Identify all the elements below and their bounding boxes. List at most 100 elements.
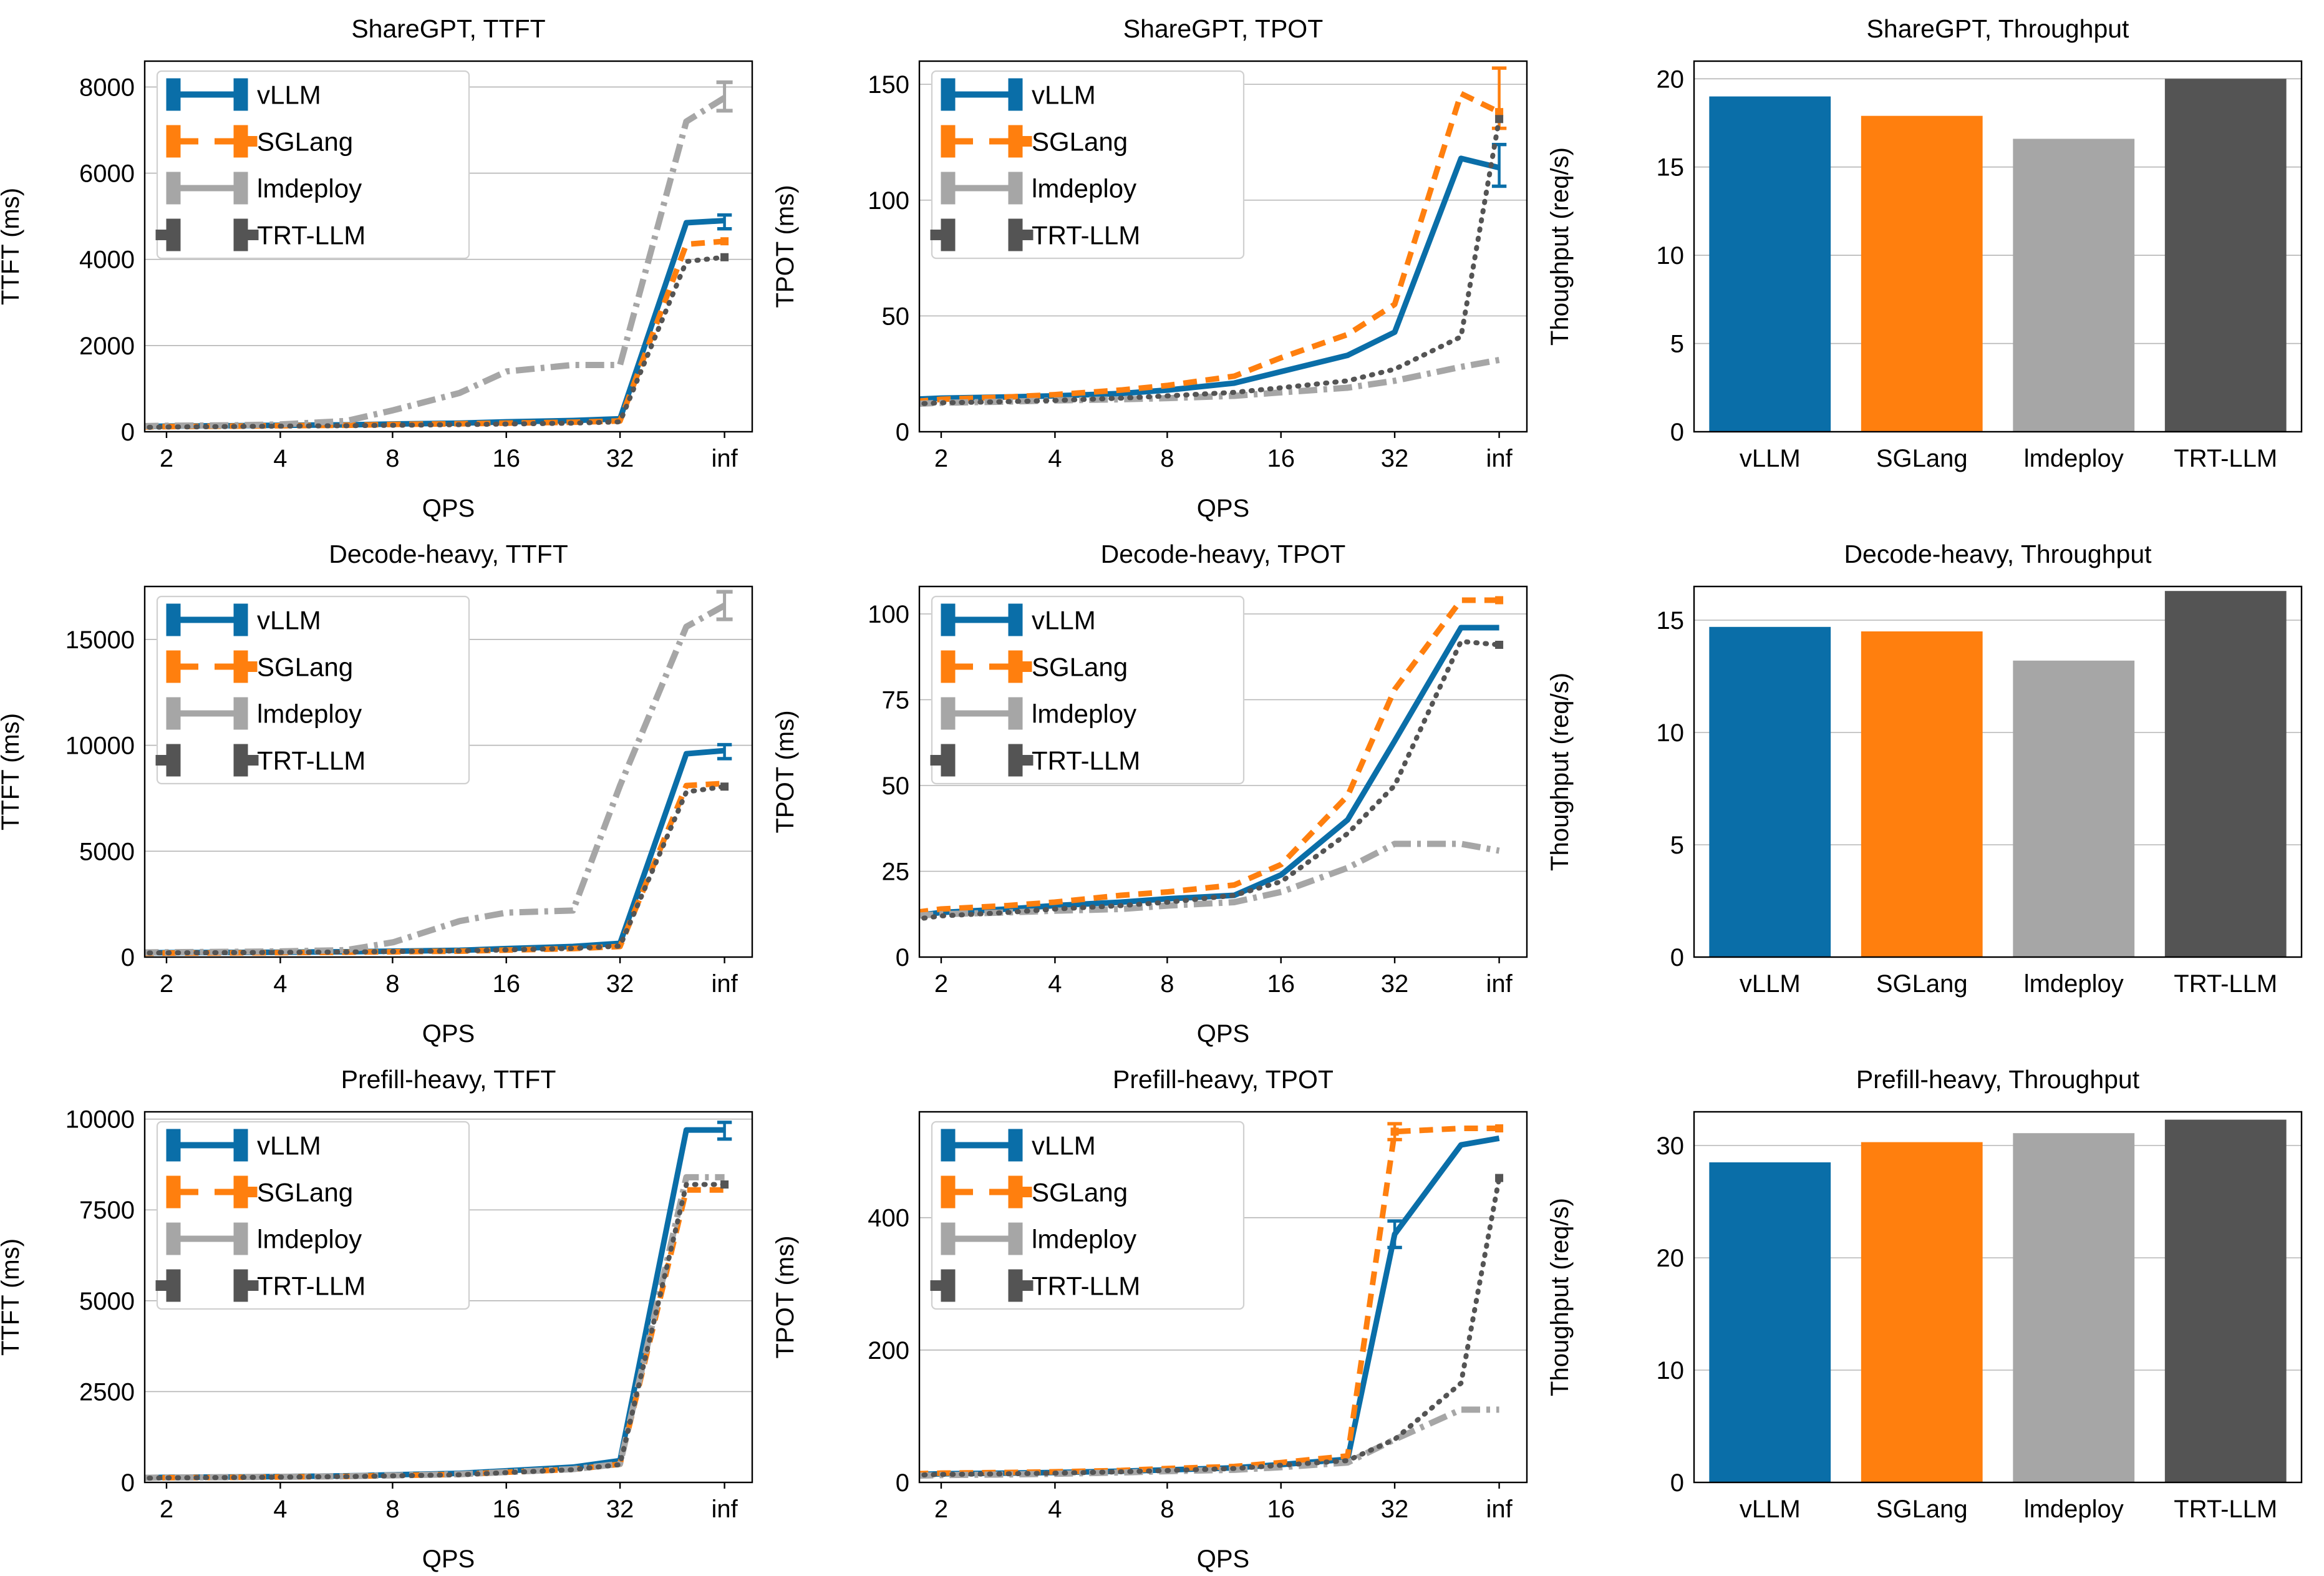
svg-text:4: 4 xyxy=(1048,970,1062,998)
svg-text:8: 8 xyxy=(385,445,399,472)
svg-text:75: 75 xyxy=(882,687,910,714)
svg-text:0: 0 xyxy=(1670,1469,1684,1497)
svg-text:SGLang: SGLang xyxy=(257,653,353,682)
svg-text:vLLM: vLLM xyxy=(1740,1496,1801,1523)
svg-text:TRT-LLM: TRT-LLM xyxy=(2174,1496,2277,1523)
svg-text:QPS: QPS xyxy=(422,495,475,522)
svg-text:15: 15 xyxy=(1657,154,1685,182)
svg-text:4: 4 xyxy=(273,1496,287,1523)
svg-text:0: 0 xyxy=(896,1469,909,1497)
svg-text:2000: 2000 xyxy=(79,333,135,360)
svg-text:2: 2 xyxy=(934,970,948,998)
svg-text:10: 10 xyxy=(1657,719,1685,747)
svg-text:Decode-heavy, TTFT: Decode-heavy, TTFT xyxy=(329,540,568,568)
svg-text:16: 16 xyxy=(492,970,520,998)
svg-text:TRT-LLM: TRT-LLM xyxy=(2174,970,2277,998)
svg-text:QPS: QPS xyxy=(422,1545,475,1573)
svg-text:SGLang: SGLang xyxy=(257,127,353,157)
svg-text:32: 32 xyxy=(606,1496,634,1523)
svg-text:TTFT (ms): TTFT (ms) xyxy=(0,188,24,305)
svg-text:200: 200 xyxy=(868,1337,909,1364)
svg-text:10000: 10000 xyxy=(65,732,135,760)
svg-text:inf: inf xyxy=(711,1496,738,1523)
svg-text:lmdeploy: lmdeploy xyxy=(257,174,362,203)
svg-text:8: 8 xyxy=(1160,970,1174,998)
svg-text:8000: 8000 xyxy=(79,74,135,101)
svg-text:TPOT (ms): TPOT (ms) xyxy=(775,185,799,308)
svg-text:ShareGPT, TPOT: ShareGPT, TPOT xyxy=(1123,14,1324,43)
svg-text:inf: inf xyxy=(1486,445,1513,472)
svg-text:vLLM: vLLM xyxy=(1032,606,1096,635)
svg-text:lmdeploy: lmdeploy xyxy=(2024,445,2124,472)
svg-text:8: 8 xyxy=(1160,1496,1174,1523)
svg-text:Prefill-heavy, TTFT: Prefill-heavy, TTFT xyxy=(341,1065,556,1094)
svg-text:2: 2 xyxy=(160,445,173,472)
svg-text:20: 20 xyxy=(1657,66,1685,93)
svg-text:SGLang: SGLang xyxy=(1032,1178,1128,1207)
svg-text:vLLM: vLLM xyxy=(1032,1131,1096,1160)
svg-text:Thoughput (req/s): Thoughput (req/s) xyxy=(1549,1198,1574,1396)
svg-text:16: 16 xyxy=(492,445,520,472)
svg-text:TPOT (ms): TPOT (ms) xyxy=(775,710,799,833)
svg-text:TRT-LLM: TRT-LLM xyxy=(1032,1272,1140,1301)
svg-text:32: 32 xyxy=(1381,1496,1409,1523)
svg-text:50: 50 xyxy=(882,303,910,330)
svg-text:0: 0 xyxy=(121,1469,135,1497)
svg-text:SGLang: SGLang xyxy=(1032,127,1128,157)
svg-text:50: 50 xyxy=(882,772,910,800)
svg-text:vLLM: vLLM xyxy=(257,1131,321,1160)
svg-text:lmdeploy: lmdeploy xyxy=(1032,1225,1136,1254)
svg-text:ShareGPT, TTFT: ShareGPT, TTFT xyxy=(351,14,545,43)
svg-text:400: 400 xyxy=(868,1205,909,1232)
svg-text:4: 4 xyxy=(1048,1496,1062,1523)
svg-text:100: 100 xyxy=(868,601,909,628)
svg-text:Decode-heavy, Throughput: Decode-heavy, Throughput xyxy=(1844,540,2152,568)
svg-text:TTFT (ms): TTFT (ms) xyxy=(0,713,24,830)
svg-text:8: 8 xyxy=(1160,445,1174,472)
svg-text:16: 16 xyxy=(1267,1496,1295,1523)
svg-text:16: 16 xyxy=(1267,445,1295,472)
svg-text:TRT-LLM: TRT-LLM xyxy=(257,221,366,250)
svg-text:ShareGPT, Throughput: ShareGPT, Throughput xyxy=(1867,14,2129,43)
svg-text:QPS: QPS xyxy=(1197,1020,1249,1048)
svg-text:vLLM: vLLM xyxy=(1740,445,1801,472)
svg-text:150: 150 xyxy=(868,71,909,99)
svg-text:SGLang: SGLang xyxy=(1032,653,1128,682)
svg-text:5: 5 xyxy=(1670,832,1684,859)
svg-text:32: 32 xyxy=(606,445,634,472)
svg-text:5: 5 xyxy=(1670,331,1684,358)
svg-text:4: 4 xyxy=(273,970,287,998)
svg-text:lmdeploy: lmdeploy xyxy=(257,1225,362,1254)
svg-text:8: 8 xyxy=(385,1496,399,1523)
svg-text:lmdeploy: lmdeploy xyxy=(1032,699,1136,729)
svg-text:TTFT (ms): TTFT (ms) xyxy=(0,1238,24,1356)
svg-text:2: 2 xyxy=(934,445,948,472)
svg-text:TRT-LLM: TRT-LLM xyxy=(257,746,366,776)
svg-text:32: 32 xyxy=(1381,445,1409,472)
svg-text:10000: 10000 xyxy=(65,1106,135,1134)
svg-text:0: 0 xyxy=(1670,944,1684,971)
svg-text:Decode-heavy, TPOT: Decode-heavy, TPOT xyxy=(1101,540,1346,568)
svg-text:10: 10 xyxy=(1657,242,1685,270)
svg-text:vLLM: vLLM xyxy=(257,80,321,110)
svg-text:8: 8 xyxy=(385,970,399,998)
svg-text:6000: 6000 xyxy=(79,160,135,188)
svg-text:16: 16 xyxy=(492,1496,520,1523)
svg-text:lmdeploy: lmdeploy xyxy=(2024,1496,2124,1523)
svg-text:16: 16 xyxy=(1267,970,1295,998)
svg-text:2: 2 xyxy=(160,1496,173,1523)
svg-text:30: 30 xyxy=(1657,1132,1685,1160)
svg-text:Thoughput (req/s): Thoughput (req/s) xyxy=(1549,147,1574,346)
svg-text:5000: 5000 xyxy=(79,1288,135,1315)
svg-text:SGLang: SGLang xyxy=(257,1178,353,1207)
svg-text:0: 0 xyxy=(896,419,909,446)
svg-text:SGLang: SGLang xyxy=(1876,970,1968,998)
svg-text:100: 100 xyxy=(868,187,909,215)
svg-text:15000: 15000 xyxy=(65,626,135,654)
svg-text:inf: inf xyxy=(1486,970,1513,998)
svg-text:lmdeploy: lmdeploy xyxy=(2024,970,2124,998)
svg-text:15: 15 xyxy=(1657,607,1685,635)
svg-text:Prefill-heavy, Throughput: Prefill-heavy, Throughput xyxy=(1856,1065,2140,1094)
svg-text:SGLang: SGLang xyxy=(1876,445,1968,472)
svg-text:25: 25 xyxy=(882,859,910,886)
